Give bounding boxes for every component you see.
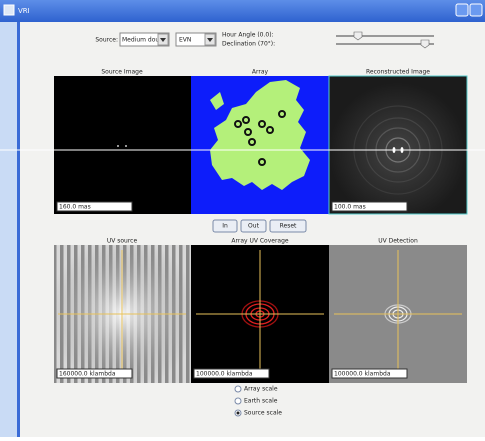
slider-thumb[interactable] [353, 31, 363, 41]
land [210, 92, 224, 110]
source-dot [117, 145, 119, 147]
europe-land [210, 80, 310, 190]
maximize-button[interactable] [469, 3, 483, 17]
radio-button[interactable] [234, 397, 242, 405]
panel-label: Array [252, 69, 269, 76]
scale-text: 100.0 mas [334, 204, 366, 211]
scale-text: 100000.0 klambda [196, 371, 253, 378]
button[interactable] [212, 219, 238, 233]
reconstructed-image [328, 75, 468, 215]
declination-label: Declination (70°): [222, 41, 275, 48]
array-value: EVN [179, 37, 191, 44]
panel-label: Array UV Coverage [231, 238, 289, 245]
antennas [234, 110, 286, 166]
window-border [17, 0, 20, 437]
source-image [54, 76, 191, 214]
scale-text: 100000.0 klambda [334, 371, 391, 378]
window-title: VRI [18, 7, 30, 15]
source-dropdown[interactable] [119, 32, 170, 47]
button-label: Reset [280, 223, 297, 230]
uv-axes [58, 250, 462, 378]
source-dot [125, 145, 127, 147]
button-label: In [222, 223, 228, 230]
panel-label: Reconstructed Image [366, 69, 430, 76]
panel-label: Source Image [101, 69, 143, 76]
panel-label: UV Detection [378, 238, 418, 245]
title-bar [0, 0, 485, 22]
arrow-icon [160, 38, 166, 42]
radio-dot [236, 411, 240, 415]
scale-box [331, 201, 408, 212]
radio-group: Array scale Earth scale Source scale [234, 385, 282, 417]
scale-text: 160.0 mas [59, 204, 91, 211]
scale-text: 160000.0 klambda [59, 371, 116, 378]
source-value: Medium double [122, 37, 169, 44]
hour-angle-label: Hour Angle (0.0): [222, 32, 274, 39]
slider-thumb[interactable] [420, 39, 430, 49]
panel-label: UV source [107, 238, 138, 245]
arrow-icon [207, 38, 213, 42]
scale-box [331, 368, 408, 379]
radio-label: Array scale [244, 386, 278, 393]
radio-label: Source scale [244, 410, 282, 417]
minimize-button[interactable] [455, 3, 469, 17]
button-label: Out [248, 223, 260, 230]
scale-box [56, 368, 133, 379]
button[interactable] [269, 219, 307, 233]
button[interactable] [240, 219, 267, 233]
source-label: Source: [95, 37, 118, 44]
scale-box [193, 368, 270, 379]
radio-label: Earth scale [244, 398, 278, 405]
app-icon [3, 4, 15, 16]
radio-button[interactable] [234, 385, 242, 393]
scale-box [56, 201, 133, 212]
